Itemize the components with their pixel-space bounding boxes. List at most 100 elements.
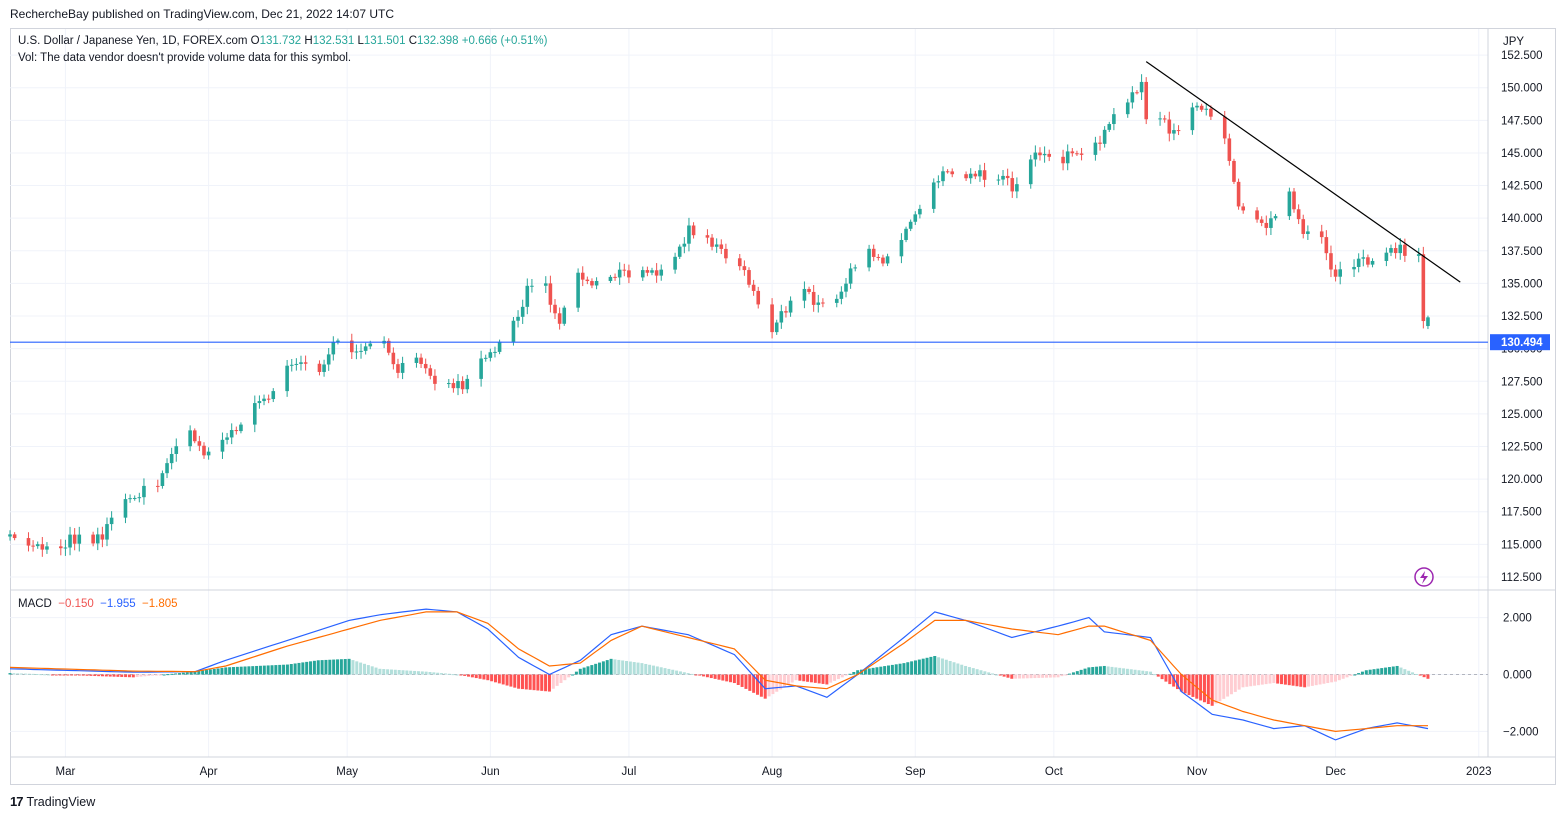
macd-hist-bar [1145, 671, 1149, 675]
macd-hist-bar [898, 663, 902, 675]
candle-body-140 [913, 214, 918, 222]
candle-body-60 [396, 364, 400, 373]
macd-hist-bar [401, 670, 405, 675]
candle-body-134 [876, 256, 881, 258]
macd-hist-bar [1206, 674, 1210, 705]
macd-hist-bar [20, 673, 24, 675]
candle-body-92 [608, 276, 613, 281]
macd-hist-bar [413, 670, 417, 675]
candle-body-145 [945, 171, 950, 173]
macd-hist-bar [725, 674, 729, 682]
candle-body-68 [451, 383, 456, 389]
candle-body-83 [548, 283, 553, 305]
candle-body-153 [1001, 175, 1005, 180]
candle-body-217 [1416, 254, 1421, 256]
candle-body-50 [331, 342, 336, 355]
candle-body-195 [1269, 218, 1273, 228]
candle-body-119 [779, 311, 784, 323]
macd-hist-bar [1118, 667, 1122, 675]
candle-body-156 [1015, 184, 1019, 192]
candle-body-160 [1042, 153, 1047, 156]
macd-line-value: −1.955 [100, 598, 136, 610]
macd-hist-bar [1249, 674, 1253, 687]
macd-hist-bar [559, 674, 563, 684]
candle-body-107 [705, 235, 710, 238]
candle-body-55 [363, 346, 368, 351]
tradingview-logo[interactable]: 17 TradingView [10, 794, 95, 809]
candle-body-93 [613, 276, 617, 278]
macd-hist-bar [694, 674, 698, 676]
candle-body-95 [622, 269, 627, 271]
macd-hist-bar [967, 667, 971, 675]
macd-hist-bar [729, 674, 733, 683]
candle-body-84 [553, 304, 557, 314]
candle-body-189 [1232, 160, 1236, 182]
low-value: 131.501 [363, 35, 406, 47]
macd-hist-bar [1307, 674, 1311, 687]
macd-hist-bar [829, 674, 833, 683]
macd-hist-bar [971, 668, 975, 675]
macd-hist-bar [1149, 671, 1153, 675]
macd-hist-bar [678, 671, 682, 675]
candle-body-37 [252, 403, 257, 425]
macd-hist-bar [1399, 667, 1403, 675]
volume-note: Vol: The data vendor doesn't provide vol… [18, 52, 352, 64]
macd-hist-bar [1125, 668, 1129, 675]
candle-body-203 [1324, 237, 1329, 254]
macd-hist-bar [1260, 674, 1264, 685]
macd-hist-bar [863, 669, 867, 675]
candle-body-52 [349, 340, 354, 353]
macd-hist-bar [170, 673, 174, 675]
time-tick-label-8: Nov [1187, 766, 1208, 778]
macd-hist-bar [586, 666, 590, 675]
macd-hist-bar [836, 674, 840, 680]
candle-body-204 [1329, 253, 1333, 270]
macd-hist-bar [162, 674, 166, 676]
open-label: O [250, 35, 260, 47]
macd-hist-bar [274, 665, 278, 675]
candle-body-169 [1102, 129, 1107, 144]
candle-body-207 [1352, 266, 1356, 270]
macd-hist-bar [752, 674, 756, 693]
macd-hist-bar [883, 666, 887, 675]
macd-hist-bar [544, 674, 548, 692]
price-tick-label-3: 145.000 [1501, 148, 1543, 160]
macd-hist-bar [528, 674, 532, 690]
macd-hist-bar [351, 660, 355, 675]
macd-hist-bar [112, 674, 116, 677]
macd-hist-bar [301, 662, 305, 675]
candle-body-0 [8, 534, 12, 537]
candle-body-73 [483, 357, 488, 359]
macd-hist-bar [1295, 674, 1299, 687]
macd-hist-bar [571, 674, 575, 676]
candle-body-71 [465, 378, 470, 390]
price-tick-label-8: 132.500 [1501, 311, 1543, 323]
candle-body-137 [899, 239, 904, 257]
macd-hist-bar [201, 670, 205, 675]
candle-body-205 [1333, 269, 1338, 277]
candle-body-198 [1292, 191, 1296, 210]
macd-hist-bar [258, 665, 262, 675]
tradingview-brand: TradingView [26, 794, 96, 809]
macd-hist-bar [455, 674, 459, 676]
macd-hist-bar [135, 674, 139, 677]
macd-hist-bar [482, 674, 486, 680]
candle-body-70 [460, 381, 465, 390]
macd-hist-bar [1418, 674, 1422, 676]
candle-body-88 [580, 272, 585, 280]
candle-body-96 [627, 270, 631, 278]
candle-body-167 [1093, 142, 1098, 155]
macd-hist-bar [93, 674, 97, 677]
macd-hist-bar [147, 674, 151, 676]
macd-hist-bar [867, 668, 871, 675]
candle-body-118 [774, 322, 779, 333]
macd-hist-bar [1168, 674, 1172, 685]
candle-body-151 [982, 170, 987, 180]
close-label: C [408, 35, 417, 47]
candle-body-185 [1204, 108, 1209, 110]
macd-hist-bar [359, 662, 363, 675]
macd-hist-bar [917, 659, 921, 675]
macd-hist-bar [1372, 669, 1376, 675]
candle-body-67 [446, 383, 451, 385]
